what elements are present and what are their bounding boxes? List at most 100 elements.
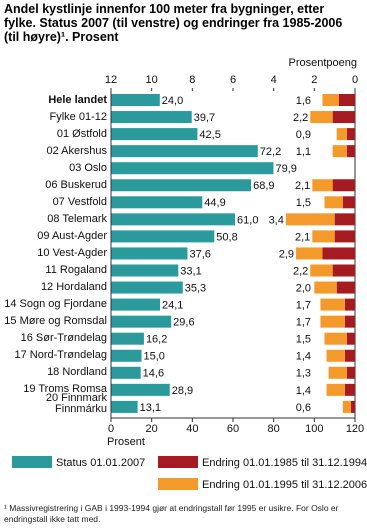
bar-segment [344, 298, 355, 311]
x-tick-label: 10 [146, 74, 158, 86]
bar-segment [342, 196, 355, 209]
value-label: 28,9 [172, 385, 193, 397]
total-label: 1,6 [296, 95, 311, 107]
bar-segment [328, 366, 347, 379]
bar-segment [324, 332, 347, 345]
x-tick-label: 6 [230, 74, 236, 86]
value-label: 13,1 [140, 402, 161, 414]
bar [111, 247, 188, 260]
total-label: 0,9 [296, 129, 311, 141]
bar-segment [322, 94, 339, 106]
bar [111, 162, 274, 175]
bar-segment [332, 179, 355, 192]
value-label: 24,1 [162, 300, 183, 312]
chart-title: Andel kystlinje innenfor 100 meter fra b… [4, 2, 343, 44]
bar-segment [338, 94, 355, 106]
x-tick-label: 60 [227, 423, 239, 435]
total-label: 1,3 [296, 368, 311, 380]
bar-segment [312, 230, 335, 243]
bar-segment [344, 315, 355, 328]
value-label: 50,8 [216, 231, 237, 243]
value-label: 72,2 [260, 146, 281, 158]
bar [111, 230, 215, 243]
bar-segment [312, 179, 333, 192]
x-tick-label: 120 [346, 423, 364, 435]
x-tick-label: 4 [271, 74, 277, 86]
bar [111, 383, 170, 396]
category-label: 02 Akershus [46, 144, 107, 157]
bar [111, 111, 192, 124]
bar-segment [334, 213, 355, 226]
value-label: 16,2 [146, 334, 167, 346]
x-tick-label: 100 [305, 423, 323, 435]
value-label: 24,0 [162, 95, 183, 107]
value-label: 35,3 [185, 282, 206, 294]
value-label: 61,0 [237, 214, 258, 226]
value-label: 33,1 [180, 265, 201, 277]
x-tick-label: 12 [105, 74, 117, 86]
bar-segment [310, 264, 333, 277]
x-tick-label: 20 [146, 423, 158, 435]
value-label: 42,5 [199, 129, 220, 141]
bar-segment [350, 400, 355, 413]
category-label: 14 Sogn og Fjordane [4, 298, 107, 311]
category-label: 07 Vestfold [52, 195, 107, 208]
footnote: ¹ Massivregistrering i GAB i 1993-1994 g… [4, 503, 339, 524]
category-label: 03 Oslo [69, 161, 107, 174]
bar [111, 366, 141, 379]
x-tick-label: 2 [311, 74, 317, 86]
category-label: 01 Østfold [56, 127, 107, 140]
legend-swatch [158, 456, 198, 468]
x-axis-title: Prosent [107, 436, 145, 448]
x-tick-label: 0 [352, 74, 358, 86]
total-label: 1,7 [296, 317, 311, 329]
category-label: 18 Nordland [47, 366, 107, 379]
value-label: 39,7 [194, 112, 215, 124]
bar-segment [285, 213, 335, 226]
value-label: 29,6 [173, 317, 194, 329]
legend-swatch [158, 478, 198, 490]
total-label: 2,2 [293, 112, 308, 124]
bar-segment [334, 230, 355, 243]
total-label: 3,4 [269, 214, 284, 226]
bar-segment [296, 247, 323, 260]
bar [111, 349, 142, 362]
legend-label: Endring 01.01.1995 til 31.12.2006 [202, 479, 367, 491]
value-label: 15,0 [144, 351, 165, 363]
category-label: Fylke 01-12 [49, 110, 107, 123]
bar-segment [336, 128, 347, 141]
bar-segment [310, 111, 333, 124]
bar [111, 332, 144, 345]
category-label: 20 Finnmark Finnmárku [45, 391, 107, 415]
total-label: 1,5 [296, 197, 311, 209]
bar-segment [342, 400, 351, 413]
category-label: 11 Rogaland [45, 264, 107, 276]
category-label: 09 Aust-Agder [37, 229, 107, 242]
bar [111, 213, 236, 226]
x-tick-label: 0 [108, 423, 114, 435]
bar-segment [326, 383, 345, 396]
bar-segment [346, 366, 355, 379]
x-tick-label: 40 [186, 423, 198, 435]
total-label: 1,5 [296, 334, 311, 346]
total-label: 2,0 [296, 282, 311, 294]
category-label: 10 Vest-Agder [37, 246, 107, 259]
category-label: 06 Buskerud [45, 178, 107, 191]
value-label: 79,9 [275, 163, 296, 175]
value-label: 37,6 [189, 248, 210, 260]
bar [111, 400, 138, 413]
axis-title: Prosentpoeng [289, 57, 358, 69]
bar-segment [344, 383, 355, 396]
total-label: 2,9 [279, 248, 294, 260]
total-label: 2,2 [293, 265, 308, 277]
total-label: 1,4 [296, 385, 311, 397]
bar [111, 298, 161, 311]
category-label: 16 Sør-Trøndelag [20, 332, 107, 345]
bar-segment [314, 281, 337, 294]
total-label: 2,1 [295, 231, 310, 243]
value-label: 44,9 [204, 197, 225, 209]
category-label: 08 Telemark [47, 212, 107, 225]
total-label: 0,6 [296, 402, 311, 414]
